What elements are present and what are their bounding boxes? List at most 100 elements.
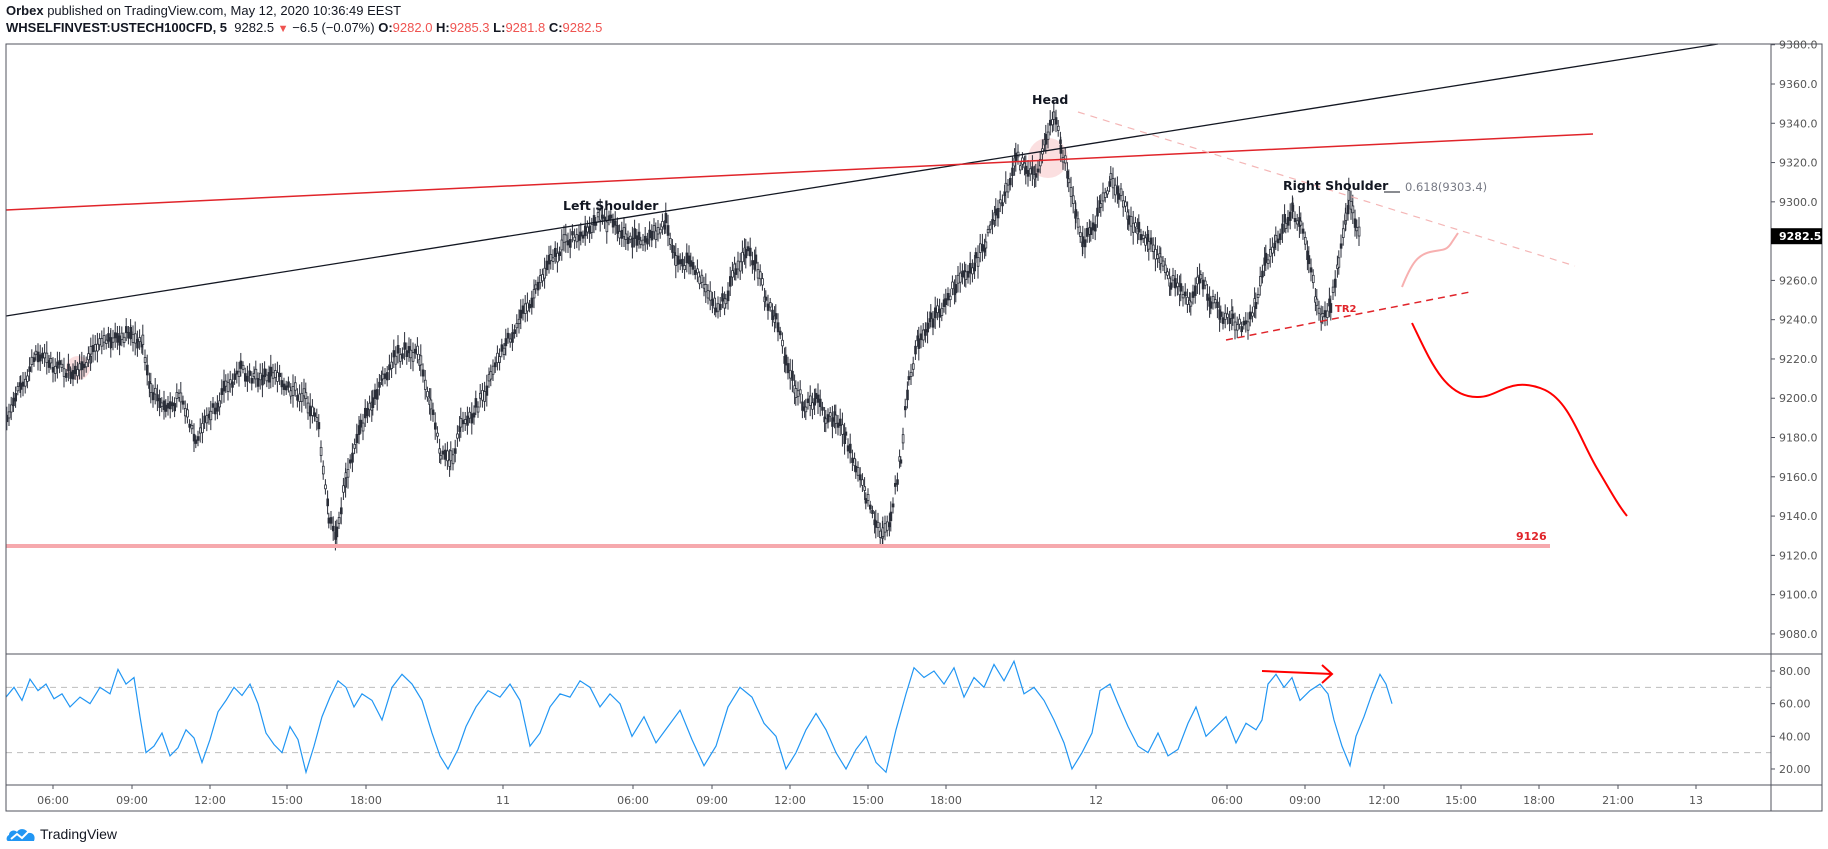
candle-body <box>1244 320 1248 325</box>
candle-body <box>1296 220 1299 225</box>
candle-body <box>854 465 858 473</box>
candle-body <box>1249 311 1252 320</box>
candle-body <box>1226 313 1229 318</box>
candle-body <box>1144 237 1147 246</box>
candle-body <box>203 415 207 423</box>
candle-body <box>65 372 68 378</box>
candle-body <box>213 407 217 415</box>
tradingview-logo[interactable]: TradingView <box>6 826 117 842</box>
candle-body <box>233 373 237 380</box>
candle-body <box>556 252 559 263</box>
black-trendline[interactable] <box>5 43 1719 317</box>
time-axis[interactable]: 06:00 09:00 12:00 15:00 18:00 11 06:00 09:00 12:… <box>37 785 1703 807</box>
candle-body <box>58 360 61 365</box>
candle-body <box>280 380 284 388</box>
candle-body <box>528 303 531 309</box>
price-tick-label: 9160.0 <box>1779 471 1818 484</box>
candle-body <box>7 411 11 419</box>
rsi-axis[interactable]: 80.00 60.00 40.00 20.00 <box>1771 665 1811 776</box>
candle-body <box>571 231 574 236</box>
price-axis[interactable]: 9380.0 9360.0 9340.0 9320.0 9300.0 9260.0 9240… <box>1771 39 1822 641</box>
annotation-head[interactable]: Head <box>1032 92 1068 107</box>
candle-body <box>605 221 609 233</box>
candle-body <box>1339 243 1343 249</box>
candle-body <box>545 260 549 271</box>
high-label: H: <box>436 20 450 35</box>
publisher-name[interactable]: Orbex <box>6 3 44 18</box>
rsi-arrow[interactable] <box>1261 670 1333 675</box>
annotation-left-shoulder[interactable]: Left Shoulder <box>563 198 659 213</box>
candle-body <box>315 417 319 422</box>
candle-body <box>107 333 110 342</box>
candle-body <box>1054 117 1058 125</box>
candle-body <box>263 368 266 378</box>
forecast-up-curve[interactable] <box>1401 232 1459 288</box>
candle-body <box>901 434 905 444</box>
annotation-tr2[interactable]: TR2 <box>1335 304 1357 315</box>
candle-body <box>609 214 613 219</box>
candle-body <box>866 493 870 501</box>
candle-body <box>468 411 471 419</box>
fib-dashed-line[interactable] <box>1077 111 1576 267</box>
candle-body <box>1334 278 1337 288</box>
candle-body <box>1124 201 1127 207</box>
candle-body <box>1139 234 1143 241</box>
candle-body <box>526 302 529 312</box>
symbol-name[interactable]: WHSELFINVEST:USTECH100CFD, 5 <box>6 20 228 35</box>
candle-body <box>1279 233 1282 241</box>
candle-body <box>1134 222 1137 228</box>
candle-body <box>327 517 331 524</box>
candle-body <box>357 425 361 435</box>
candle-body <box>1353 218 1357 228</box>
candle-body <box>43 352 46 359</box>
annotation-0-618-9303-4-[interactable]: 0.618(9303.4) <box>1405 180 1487 194</box>
candle-body <box>1242 321 1246 326</box>
candle-body <box>1114 184 1117 196</box>
tr2-dashed-trendline[interactable] <box>1225 291 1471 341</box>
candle-body <box>1069 187 1073 197</box>
candle-body <box>69 373 73 379</box>
candle-body <box>691 262 695 270</box>
forecast-down-curve[interactable] <box>1411 322 1628 517</box>
candle-body <box>579 231 583 237</box>
candle-body <box>907 376 911 380</box>
candle-body <box>1026 170 1030 177</box>
candle-body <box>821 406 824 411</box>
annotation-right-shoulder[interactable]: Right Shoulder <box>1283 178 1389 193</box>
candle-body <box>1337 257 1341 268</box>
candle-body <box>1331 286 1335 293</box>
drawings-layer[interactable] <box>5 43 1719 684</box>
published-text: published on TradingView.com, May 12, 20… <box>43 3 402 18</box>
candle-body <box>819 398 822 408</box>
candle-body <box>685 252 689 264</box>
candle-body <box>549 254 553 261</box>
candle-body <box>342 485 345 493</box>
candle-body <box>806 398 810 404</box>
candle-body <box>1156 254 1160 259</box>
candle-body <box>914 345 917 355</box>
candle-body <box>291 386 295 396</box>
annotation-9126[interactable]: 9126 <box>1516 530 1547 543</box>
candle-body <box>231 381 234 388</box>
candle-body <box>175 392 179 399</box>
candle-body <box>1214 299 1217 304</box>
candle-body <box>153 387 157 395</box>
candle-body <box>721 293 724 302</box>
candle-body <box>1147 241 1151 250</box>
red-trendline[interactable] <box>5 133 1594 211</box>
candle-body <box>1315 298 1319 306</box>
candle-body <box>459 418 463 428</box>
current-price-label: 9282.5 <box>1779 230 1821 243</box>
candle-body <box>664 213 668 224</box>
candle-body <box>999 199 1002 204</box>
candle-body <box>267 372 271 383</box>
candle-body <box>1164 264 1167 273</box>
candle-body <box>519 309 523 319</box>
candle-body <box>846 445 850 452</box>
candle-body <box>1081 236 1085 244</box>
candle-body <box>304 392 308 399</box>
time-tick-label: 12:00 <box>1368 794 1400 807</box>
candle-body <box>909 371 913 377</box>
candle-body <box>851 457 854 463</box>
